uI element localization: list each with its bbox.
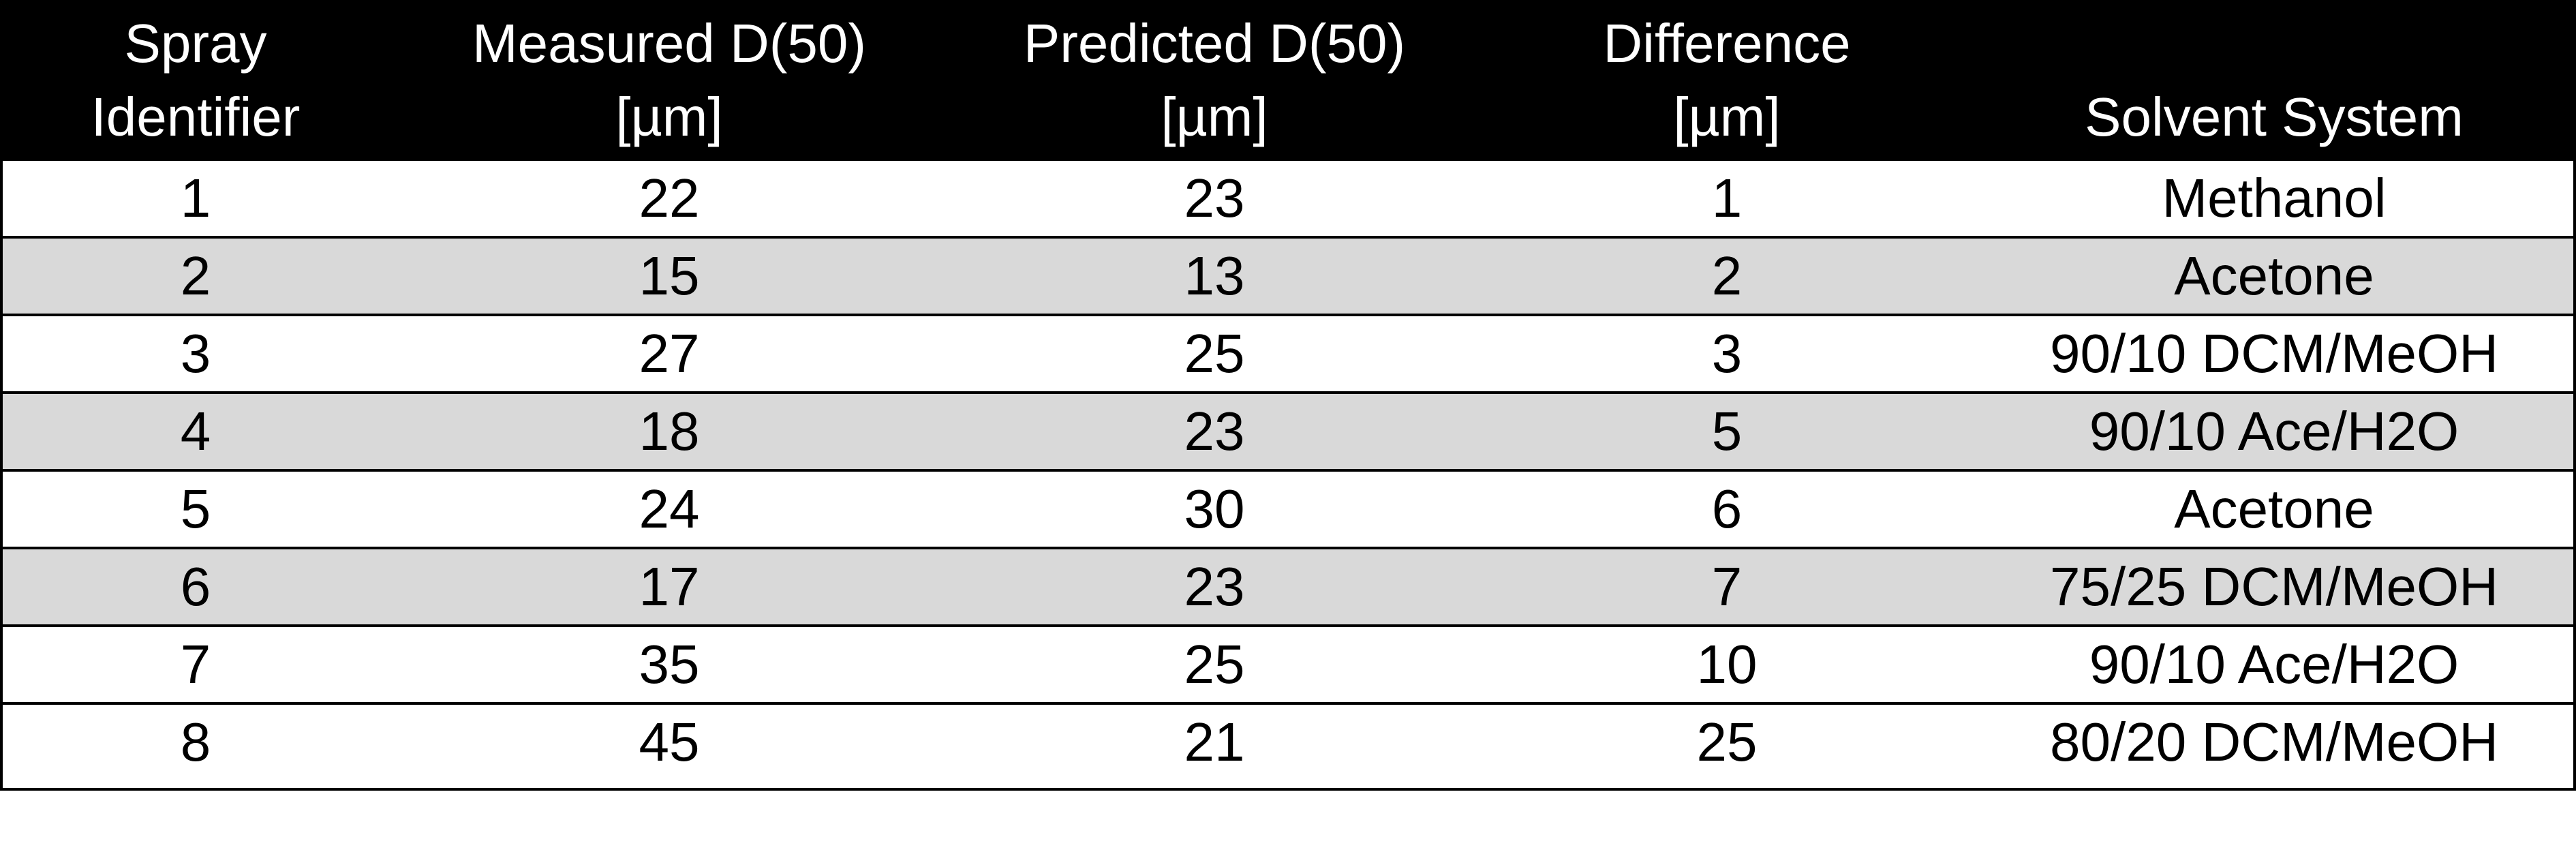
cell-solvent-system: 90/10 DCM/MeOH [2050, 323, 2498, 384]
cell-difference: 2 [1711, 245, 1743, 306]
cell-spray-identifier: 5 [180, 478, 211, 539]
table-row: 5 24 30 6 Acetone [3, 469, 2573, 547]
cell-spray-identifier: 3 [180, 323, 211, 384]
cell-measured-d50: 22 [639, 168, 700, 228]
header-line: Predicted D(50) [1023, 13, 1406, 74]
cell-spray-identifier: 1 [180, 168, 211, 228]
cell-difference: 1 [1711, 168, 1743, 228]
cell-solvent-system: 90/10 Ace/H2O [2089, 634, 2459, 695]
cell-predicted-d50: 13 [1184, 245, 1245, 306]
cell-difference: 10 [1696, 634, 1758, 695]
header-line: [µm] [1161, 87, 1268, 147]
header-spray-identifier: Spray Identifier [3, 3, 388, 158]
cell-measured-d50: 24 [639, 478, 700, 539]
header-measured-d50: Measured D(50) [µm] [388, 3, 950, 158]
header-line: Measured D(50) [472, 13, 866, 74]
cell-solvent-system: Acetone [2174, 478, 2374, 539]
table-row: 4 18 23 5 90/10 Ace/H2O [3, 391, 2573, 469]
cell-spray-identifier: 6 [180, 556, 211, 617]
table-row: 8 45 21 25 80/20 DCM/MeOH [3, 702, 2573, 780]
cell-predicted-d50: 25 [1184, 323, 1245, 384]
cell-solvent-system: Acetone [2174, 245, 2374, 306]
cell-difference: 3 [1711, 323, 1743, 384]
table-row: 7 35 25 10 90/10 Ace/H2O [3, 624, 2573, 702]
header-line: [µm] [615, 87, 723, 147]
table-row: 1 22 23 1 Methanol [3, 158, 2573, 236]
cell-solvent-system: 80/20 DCM/MeOH [2050, 712, 2498, 772]
header-predicted-d50: Predicted D(50) [µm] [950, 3, 1479, 158]
cell-predicted-d50: 23 [1184, 401, 1245, 461]
cell-difference: 7 [1711, 556, 1743, 617]
header-line: Spray [124, 13, 267, 74]
cell-solvent-system: Methanol [2162, 168, 2387, 228]
cell-predicted-d50: 23 [1184, 556, 1245, 617]
cell-predicted-d50: 30 [1184, 478, 1245, 539]
cell-measured-d50: 18 [639, 401, 700, 461]
cell-measured-d50: 15 [639, 245, 700, 306]
cell-difference: 5 [1711, 401, 1743, 461]
cell-difference: 25 [1696, 712, 1758, 772]
table-row: 6 17 23 7 75/25 DCM/MeOH [3, 547, 2573, 624]
cell-measured-d50: 45 [639, 712, 700, 772]
cell-solvent-system: 90/10 Ace/H2O [2089, 401, 2459, 461]
table-header: Spray Identifier Measured D(50) [µm] Pre… [3, 3, 2573, 158]
cell-predicted-d50: 25 [1184, 634, 1245, 695]
cell-difference: 6 [1711, 478, 1743, 539]
header-line: Difference [1603, 13, 1851, 74]
header-line: Solvent System [2085, 87, 2464, 147]
cell-predicted-d50: 21 [1184, 712, 1245, 772]
cell-predicted-d50: 23 [1184, 168, 1245, 228]
cell-spray-identifier: 4 [180, 401, 211, 461]
header-line: Identifier [91, 87, 301, 147]
cell-spray-identifier: 8 [180, 712, 211, 772]
header-line: [µm] [1673, 87, 1781, 147]
cell-solvent-system: 75/25 DCM/MeOH [2050, 556, 2498, 617]
data-table: Spray Identifier Measured D(50) [µm] Pre… [0, 0, 2576, 791]
cell-measured-d50: 35 [639, 634, 700, 695]
header-difference: Difference [µm] [1479, 3, 1975, 158]
table-row: 3 27 25 3 90/10 DCM/MeOH [3, 314, 2573, 391]
cell-spray-identifier: 7 [180, 634, 211, 695]
table-row: 2 15 13 2 Acetone [3, 236, 2573, 314]
cell-measured-d50: 27 [639, 323, 700, 384]
cell-measured-d50: 17 [639, 556, 700, 617]
header-solvent-system: Solvent System [1975, 3, 2573, 158]
cell-spray-identifier: 2 [180, 245, 211, 306]
